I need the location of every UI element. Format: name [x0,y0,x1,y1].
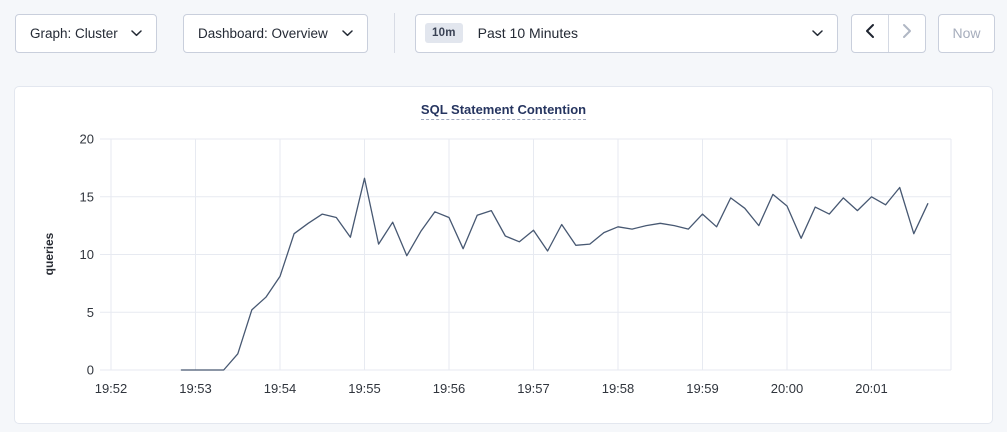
time-nav-group [851,13,926,53]
chevron-right-icon [902,23,912,44]
y-tick-label: 10 [80,247,94,262]
sql-statement-contention-chart[interactable]: 0 5 10 15 20 19:52 19:53 19:54 19:55 19:56 19:57 19… [15,87,994,425]
graph-dropdown[interactable]: Graph: Cluster [15,13,157,53]
y-tick-label: 20 [80,132,94,147]
series-line-queries [180,177,929,371]
y-tick-label: 0 [87,363,94,378]
x-tick-label: 20:00 [771,381,804,396]
prev-time-button[interactable] [852,15,888,52]
chart-card: SQL Statement Contention 0 5 10 15 20 19:52 19… [14,86,993,424]
toolbar-divider [394,13,395,53]
dashboard-dropdown-label: Dashboard: Overview [198,25,328,41]
graph-dropdown-label: Graph: Cluster [30,25,118,41]
y-tick-label: 5 [87,305,94,320]
x-tick-label: 19:53 [179,381,212,396]
time-range-badge: 10m [425,23,463,43]
time-range-selector[interactable]: 10m Past 10 Minutes [415,13,838,53]
y-axis-label: queries [42,232,56,275]
chevron-down-icon [131,29,142,37]
x-tick-label: 19:56 [433,381,466,396]
x-tick-label: 19:57 [517,381,550,396]
x-tick-label: 19:52 [95,381,128,396]
chart-title-text[interactable]: SQL Statement Contention [420,102,587,120]
x-tick-label: 19:55 [348,381,381,396]
x-tick-label: 19:59 [686,381,719,396]
toolbar: Graph: Cluster Dashboard: Overview 10m P… [15,13,995,53]
now-button[interactable]: Now [938,13,995,53]
now-button-label: Now [952,25,981,41]
chevron-down-icon [812,29,823,37]
chevron-down-icon [342,29,353,37]
x-tick-label: 19:54 [264,381,297,396]
time-range-label: Past 10 Minutes [477,25,579,41]
dashboard-dropdown[interactable]: Dashboard: Overview [183,13,368,53]
next-time-button[interactable] [888,14,925,52]
chart-title: SQL Statement Contention [15,102,992,120]
x-tick-label: 19:58 [602,381,635,396]
chevron-left-icon [865,23,875,44]
x-tick-label: 20:01 [855,381,888,396]
y-tick-label: 15 [80,189,94,204]
